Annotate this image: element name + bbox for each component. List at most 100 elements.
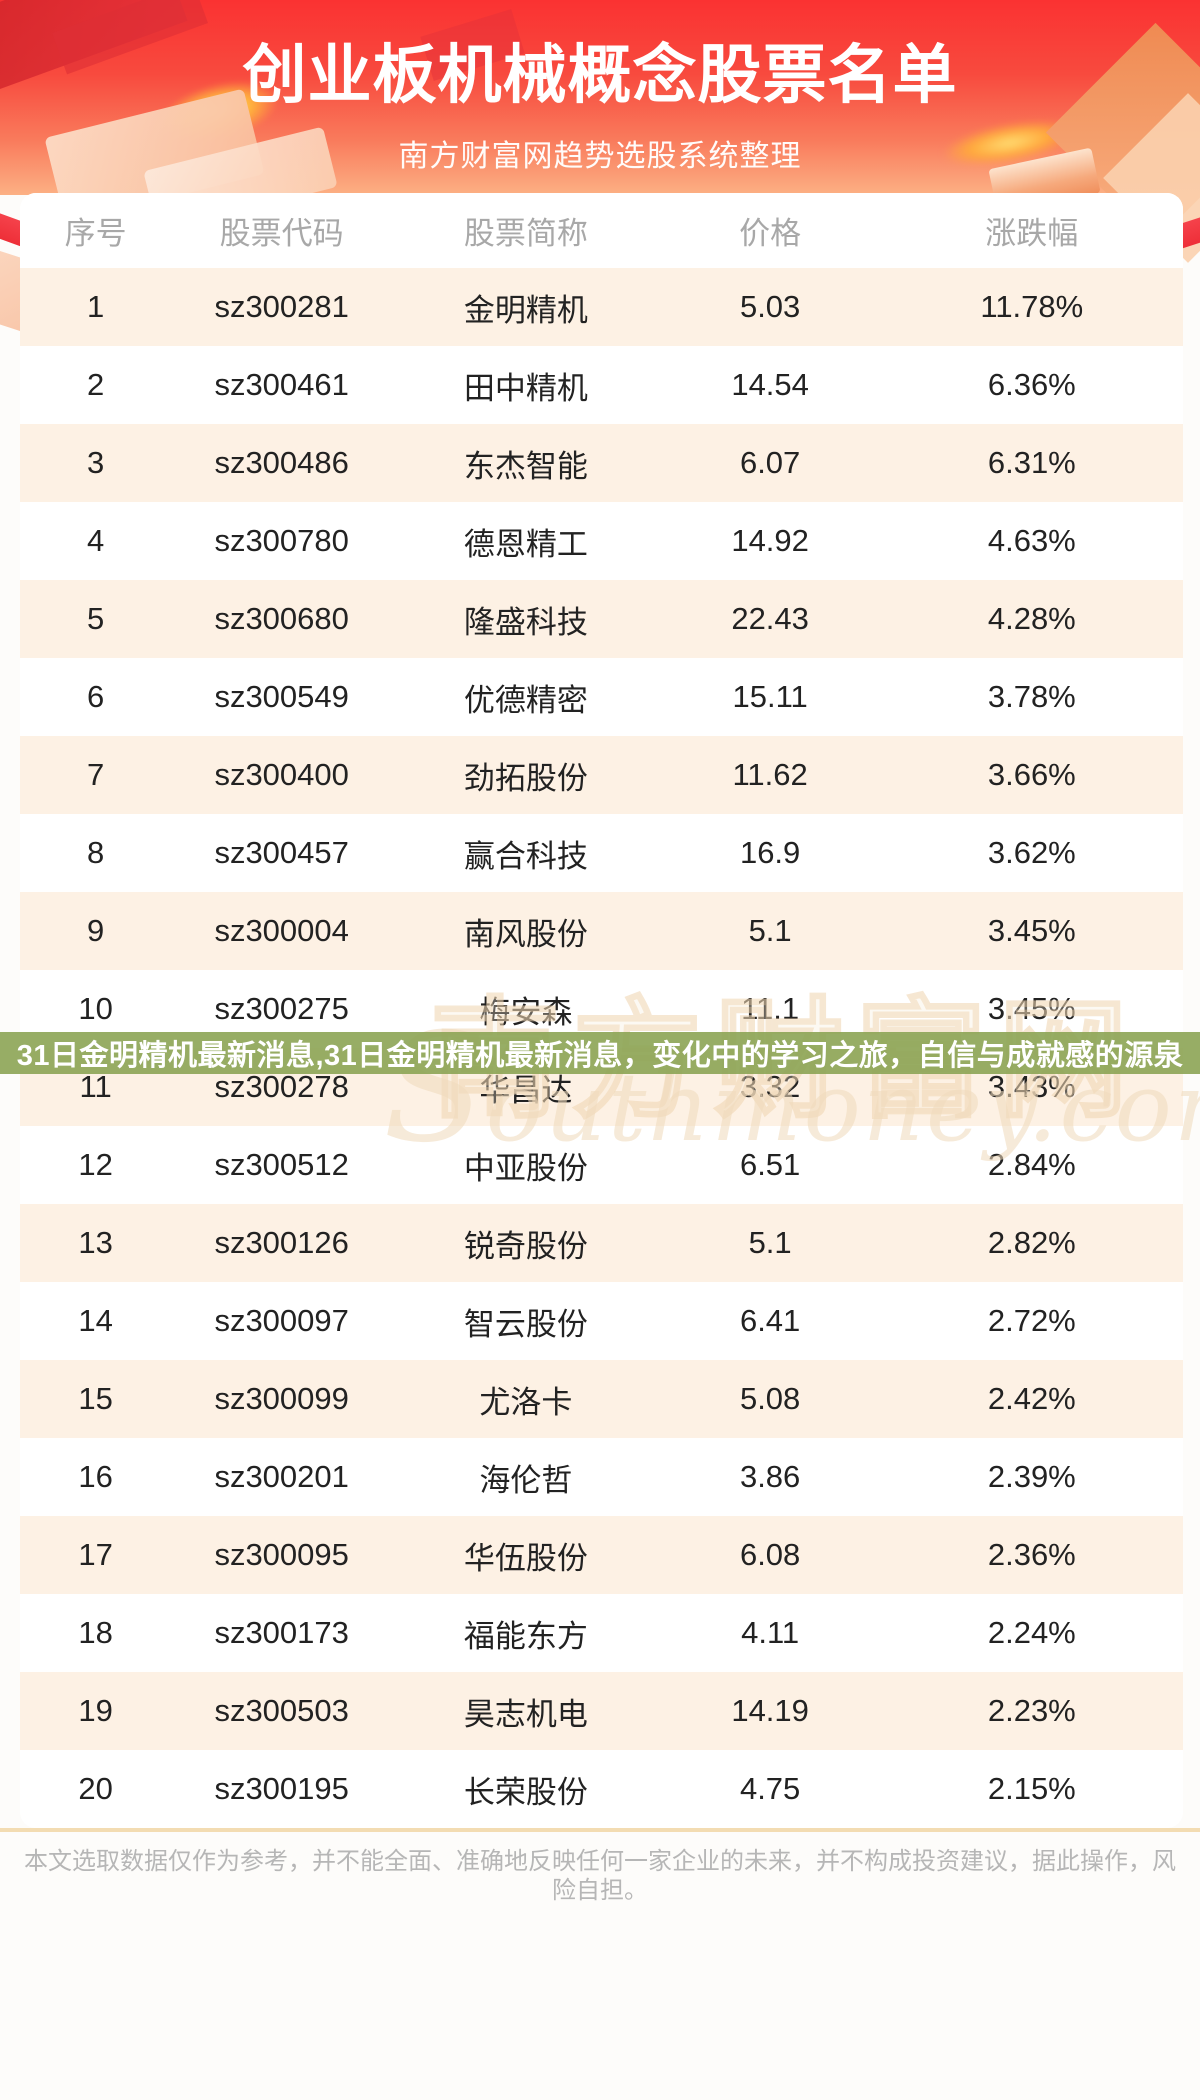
stock-price: 11.62 (732, 757, 808, 792)
stock-price: 6.07 (739, 445, 801, 480)
stock-name: 华伍股份 (463, 1540, 588, 1576)
stock-price: 22.43 (731, 601, 809, 636)
table-row: 16 sz300201 海伦哲 3.86 2.39% (20, 1438, 1183, 1516)
stock-code: sz300097 (214, 1303, 349, 1338)
stock-change-pct: 4.63% (987, 523, 1076, 558)
stock-change-pct: 6.36% (987, 367, 1076, 402)
stock-change-pct: 2.23% (987, 1693, 1076, 1728)
row-index: 17 (78, 1537, 113, 1572)
stock-price: 6.08 (739, 1537, 801, 1572)
row-index: 7 (86, 757, 105, 792)
stock-code: sz300201 (214, 1459, 349, 1494)
stock-name: 南风股份 (463, 916, 588, 952)
row-index: 5 (86, 601, 105, 636)
news-overlay-banner: 31日金明精机最新消息,31日金明精机最新消息，变化中的学习之旅，自信与成就感的… (0, 1032, 1200, 1074)
stock-name: 劲拓股份 (463, 760, 588, 796)
stock-code: sz300004 (214, 913, 349, 948)
stock-change-pct: 2.24% (987, 1615, 1076, 1650)
table-row: 2 sz300461 田中精机 14.54 6.36% (20, 346, 1183, 424)
row-index: 8 (86, 835, 105, 870)
stock-price: 5.1 (748, 913, 792, 948)
stock-change-pct: 11.78% (980, 289, 1084, 324)
row-index: 15 (78, 1381, 113, 1416)
table-row: 17 sz300095 华伍股份 6.08 2.36% (20, 1516, 1183, 1594)
stock-name: 海伦哲 (479, 1462, 573, 1498)
row-index: 11 (79, 1069, 112, 1104)
row-index: 12 (78, 1147, 113, 1182)
stock-price: 6.51 (739, 1147, 801, 1182)
stock-change-pct: 3.78% (987, 679, 1076, 714)
column-header-change: 涨跌幅 (985, 216, 1079, 251)
column-header-code: 股票代码 (219, 216, 344, 251)
stock-price: 5.1 (748, 1225, 792, 1260)
stock-code: sz300457 (214, 835, 349, 870)
column-header-name: 股票简称 (463, 216, 588, 251)
stock-code: sz300173 (214, 1615, 349, 1650)
stock-change-pct: 3.43% (987, 1069, 1076, 1104)
row-index: 2 (86, 367, 105, 402)
stock-code: sz300195 (214, 1771, 349, 1806)
stock-name: 德恩精工 (463, 526, 588, 562)
row-index: 19 (78, 1693, 113, 1728)
stock-code: sz300275 (214, 991, 349, 1026)
stock-code: sz300278 (214, 1069, 349, 1104)
row-index: 3 (86, 445, 105, 480)
stock-name: 中亚股份 (463, 1150, 588, 1186)
stock-name: 优德精密 (463, 682, 588, 718)
stock-code: sz300503 (214, 1693, 349, 1728)
stock-name: 福能东方 (463, 1618, 588, 1654)
stock-code: sz300680 (214, 601, 349, 636)
stock-price: 3.32 (739, 1069, 801, 1104)
stock-price: 14.92 (731, 523, 809, 558)
stock-change-pct: 2.84% (987, 1147, 1076, 1182)
disclaimer-text: 本文选取数据仅作为参考，并不能全面、准确地反映任何一家企业的未来，并不构成投资建… (24, 1848, 1176, 1904)
table-row: 13 sz300126 锐奇股份 5.1 2.82% (20, 1204, 1183, 1282)
stock-change-pct: 2.42% (987, 1381, 1076, 1416)
stock-code: sz300780 (214, 523, 349, 558)
stock-price: 14.19 (731, 1693, 809, 1728)
stock-code: sz300461 (214, 367, 349, 402)
stock-price: 6.41 (739, 1303, 801, 1338)
stock-change-pct: 6.31% (987, 445, 1076, 480)
table-row: 18 sz300173 福能东方 4.11 2.24% (20, 1594, 1183, 1672)
stock-code: sz300400 (214, 757, 349, 792)
stock-price: 3.86 (739, 1459, 801, 1494)
table-row: 14 sz300097 智云股份 6.41 2.72% (20, 1282, 1183, 1360)
table-row: 8 sz300457 赢合科技 16.9 3.62% (20, 814, 1183, 892)
stock-table-card: 序号 股票代码 股票简称 价格 涨跌幅 1 sz300281 金明精机 5.03… (20, 193, 1183, 1828)
stock-name: 华昌达 (479, 1072, 573, 1108)
news-overlay-text: 31日金明精机最新消息,31日金明精机最新消息，变化中的学习之旅，自信与成就感的… (16, 1040, 1184, 1072)
table-header-row: 序号 股票代码 股票简称 价格 涨跌幅 (20, 193, 1183, 268)
stock-name: 隆盛科技 (463, 604, 588, 640)
stock-change-pct: 2.36% (987, 1537, 1076, 1572)
row-index: 9 (86, 913, 105, 948)
stock-price: 5.03 (739, 289, 801, 324)
stock-name: 田中精机 (463, 370, 588, 406)
footer-divider (0, 1828, 1200, 1832)
row-index: 18 (78, 1615, 113, 1650)
page-subtitle: 南方财富网趋势选股系统整理 (398, 140, 802, 173)
table-body: 1 sz300281 金明精机 5.03 11.78% 2 sz300461 田… (20, 268, 1183, 1828)
stock-change-pct: 2.15% (987, 1771, 1076, 1806)
table-row: 7 sz300400 劲拓股份 11.62 3.66% (20, 736, 1183, 814)
table-row: 9 sz300004 南风股份 5.1 3.45% (20, 892, 1183, 970)
stock-code: sz300549 (214, 679, 349, 714)
table-row: 12 sz300512 中亚股份 6.51 2.84% (20, 1126, 1183, 1204)
stock-code: sz300095 (214, 1537, 349, 1572)
column-header-price: 价格 (739, 216, 802, 251)
stock-change-pct: 3.62% (987, 835, 1076, 870)
stock-code: sz300512 (214, 1147, 349, 1182)
stock-name: 金明精机 (463, 292, 588, 328)
table-row: 6 sz300549 优德精密 15.11 3.78% (20, 658, 1183, 736)
stock-name: 梅安森 (479, 994, 573, 1030)
stock-change-pct: 3.45% (987, 913, 1076, 948)
stock-code: sz300099 (214, 1381, 349, 1416)
row-index: 13 (78, 1225, 113, 1260)
stock-price: 5.08 (739, 1381, 801, 1416)
table-row: 19 sz300503 昊志机电 14.19 2.23% (20, 1672, 1183, 1750)
row-index: 20 (78, 1771, 113, 1806)
stock-change-pct: 3.45% (987, 991, 1076, 1026)
stock-code: sz300281 (214, 289, 349, 324)
stock-price: 16.9 (739, 835, 801, 870)
